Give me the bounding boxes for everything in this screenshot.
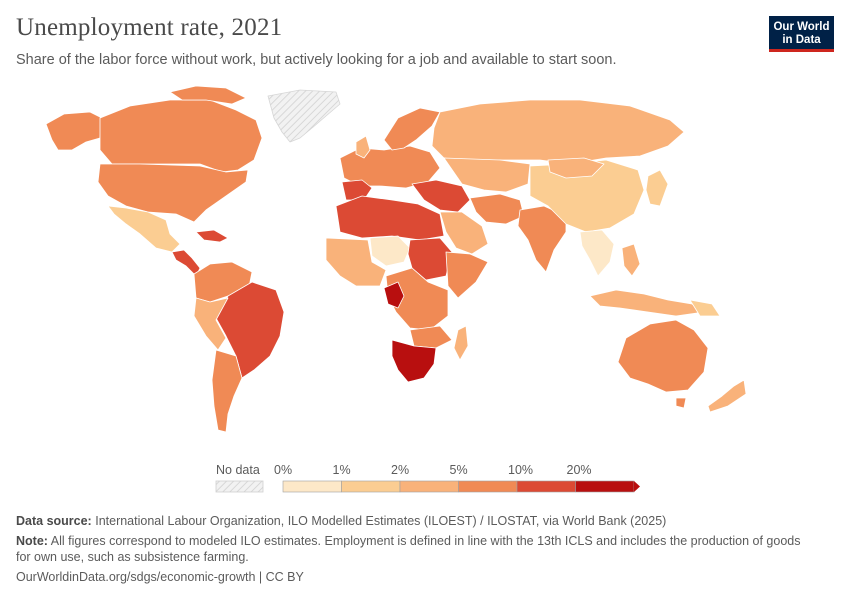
legend-bin[interactable] [399, 480, 459, 493]
legend-bin[interactable] [516, 480, 576, 493]
region-sahel[interactable] [369, 235, 411, 267]
region-australia[interactable] [617, 319, 709, 393]
region-russia[interactable] [431, 99, 685, 165]
region-central-america[interactable] [171, 249, 201, 277]
region-southern-africa[interactable] [409, 325, 453, 349]
legend-bin[interactable] [458, 480, 518, 493]
world-map[interactable] [0, 80, 850, 450]
region-tasmania[interactable] [675, 397, 687, 409]
legend-tick-label: 20% [567, 463, 592, 477]
region-iran-afghanistan[interactable] [469, 193, 525, 225]
region-peru-bolivia[interactable] [193, 297, 229, 351]
legend-tick-label: 1% [333, 463, 351, 477]
color-legend: No data 0% 1% 2% 5% 10% 20% [215, 463, 640, 493]
legend-bin[interactable] [282, 480, 342, 493]
region-southern-cone[interactable] [211, 349, 243, 433]
legend-tick-label: 0% [274, 463, 292, 477]
legend-no-data-swatch[interactable] [215, 480, 264, 493]
source-text: International Labour Organization, ILO M… [95, 514, 667, 528]
region-north-africa[interactable] [335, 195, 445, 241]
region-mongolia[interactable] [547, 157, 605, 179]
data-source: Data source: International Labour Organi… [16, 514, 816, 528]
note-text: All figures correspond to modeled ILO es… [16, 534, 801, 564]
region-maritime-se-asia[interactable] [589, 289, 705, 317]
region-arabia[interactable] [439, 211, 489, 255]
region-iberia[interactable] [341, 179, 373, 201]
region-west-africa[interactable] [325, 237, 387, 287]
region-south-africa[interactable] [391, 339, 437, 383]
legend-arrow [634, 481, 640, 492]
chart-subtitle: Share of the labor force without work, b… [16, 52, 617, 68]
region-japan-korea[interactable] [645, 169, 669, 207]
footer-url[interactable]: OurWorldinData.org/sdgs/economic-growth … [16, 570, 304, 584]
region-usa[interactable] [97, 163, 249, 223]
region-alaska[interactable] [45, 111, 103, 151]
region-new-zealand[interactable] [707, 379, 747, 413]
source-label: Data source: [16, 514, 92, 528]
region-turkey-middle-east[interactable] [411, 179, 471, 213]
region-uk[interactable] [355, 135, 371, 159]
region-canada[interactable] [99, 99, 263, 173]
legend-bin[interactable] [575, 480, 635, 493]
legend-tick-label: 5% [450, 463, 468, 477]
chart-title: Unemployment rate, 2021 [16, 14, 283, 41]
region-greenland[interactable] [267, 89, 341, 143]
region-philippines[interactable] [621, 243, 641, 277]
region-canada-islands[interactable] [169, 85, 247, 105]
note-label: Note: [16, 534, 48, 548]
region-papua-new-guinea[interactable] [689, 299, 721, 317]
logo-line-2: in Data [782, 34, 821, 46]
region-horn-of-africa[interactable] [445, 251, 489, 299]
region-brazil[interactable] [215, 281, 285, 379]
region-central-asia[interactable] [443, 157, 531, 193]
region-caribbean[interactable] [195, 229, 229, 243]
region-madagascar[interactable] [453, 325, 469, 361]
legend-tick-label: 2% [391, 463, 409, 477]
region-southeast-asia[interactable] [579, 229, 615, 277]
legend-tick-label: 10% [508, 463, 533, 477]
footnote: Note: All figures correspond to modeled … [16, 533, 816, 565]
region-mexico[interactable] [107, 205, 181, 253]
owid-logo[interactable]: Our World in Data [769, 16, 834, 52]
legend-bin[interactable] [341, 480, 401, 493]
region-scandinavia[interactable] [383, 107, 441, 151]
logo-line-1: Our World [773, 21, 830, 33]
legend-no-data-label: No data [216, 463, 260, 477]
region-gabon[interactable] [383, 281, 405, 309]
region-sudan[interactable] [407, 237, 453, 281]
region-china[interactable] [529, 159, 645, 233]
